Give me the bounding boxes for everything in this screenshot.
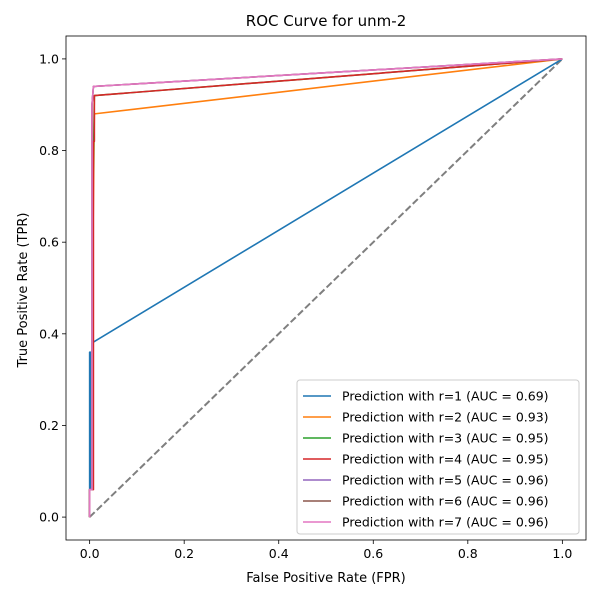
x-tick-label: 1.0: [552, 546, 572, 561]
axis-ticks: 0.0 0.2 0.4 0.6 0.8 1.0 0.0 0.2 0.4 0.6 0.8 1.0: [39, 51, 572, 561]
legend-label-r3: Prediction with r=3 (AUC = 0.95): [342, 431, 549, 446]
plot-frame: [65, 35, 587, 541]
y-tick-label: 0.0: [39, 510, 59, 525]
x-tick-label: 0.0: [80, 546, 100, 561]
y-tick-label: 0.2: [39, 418, 59, 433]
legend-label-r1: Prediction with r=1 (AUC = 0.69): [342, 389, 549, 404]
series-line-r7: [88, 58, 563, 518]
legend: Prediction with r=1 (AUC = 0.69) Predicti…: [296, 379, 580, 535]
x-axis-title: False Positive Rate (FPR): [246, 571, 405, 586]
legend-label-r4: Prediction with r=4 (AUC = 0.95): [342, 452, 549, 467]
x-tick-label: 0.6: [363, 546, 383, 561]
y-axis-title: True Positive Rate (TPR): [16, 213, 31, 369]
y-tick-label: 0.4: [39, 326, 59, 341]
y-tick-label: 0.6: [39, 235, 59, 250]
chart-title: ROC Curve for unm-2: [246, 12, 406, 30]
legend-label-r6: Prediction with r=6 (AUC = 0.96): [342, 494, 549, 509]
series-line-r1: [88, 58, 563, 518]
legend-label-r2: Prediction with r=2 (AUC = 0.93): [342, 410, 549, 425]
legend-box: [296, 379, 580, 535]
legend-label-r7: Prediction with r=7 (AUC = 0.96): [342, 515, 549, 530]
y-tick-label: 0.8: [39, 143, 59, 158]
x-tick-label: 0.8: [458, 546, 478, 561]
x-tick-label: 0.4: [269, 546, 289, 561]
legend-label-r5: Prediction with r=5 (AUC = 0.96): [342, 473, 549, 488]
x-tick-label: 0.2: [174, 546, 194, 561]
y-tick-label: 1.0: [39, 51, 59, 66]
plot-area: [88, 58, 564, 518]
